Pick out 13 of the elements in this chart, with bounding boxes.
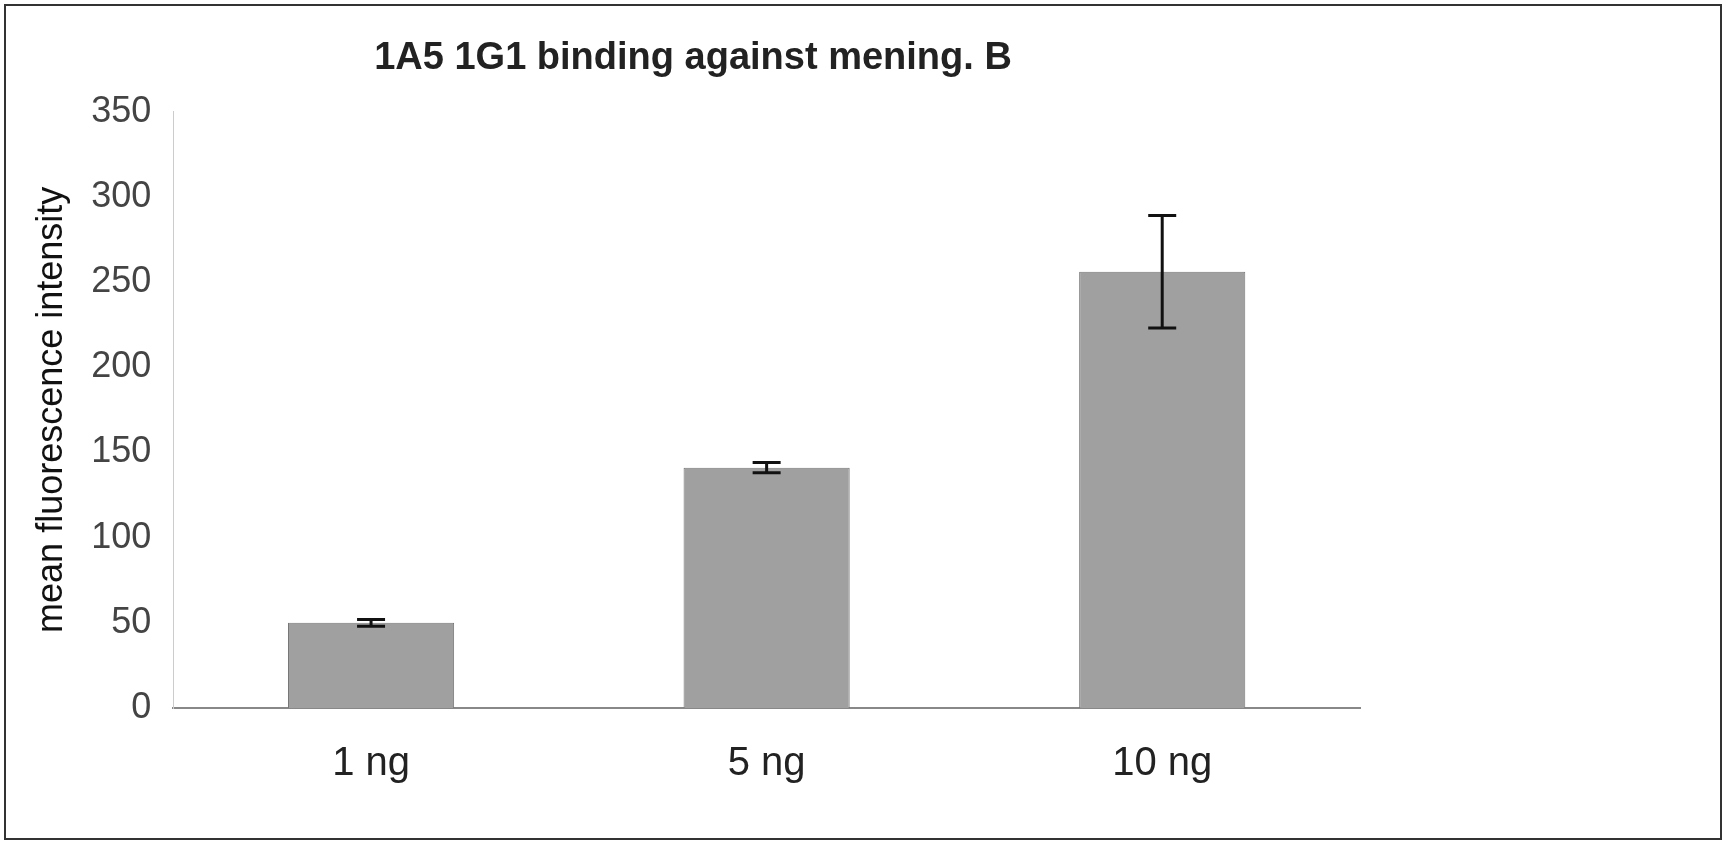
x-tick-label: 10 ng [1112,739,1213,784]
y-tick-label: 50 [111,599,152,641]
x-tick-label: 1 ng [332,739,410,784]
y-axis-title: mean fluorescence intensity [28,186,70,633]
y-tick-label: 350 [91,88,152,130]
y-tick-label: 300 [91,173,152,215]
y-tick-label: 200 [91,344,152,386]
y-tick-label: 250 [91,258,152,300]
y-tick-label: 0 [131,684,152,726]
x-tick-label: 5 ng [727,739,806,784]
y-tick-label: 150 [91,429,152,471]
chart-title: 1A5 1G1 binding against mening. B [374,35,1012,78]
y-tick-label: 100 [91,514,152,556]
